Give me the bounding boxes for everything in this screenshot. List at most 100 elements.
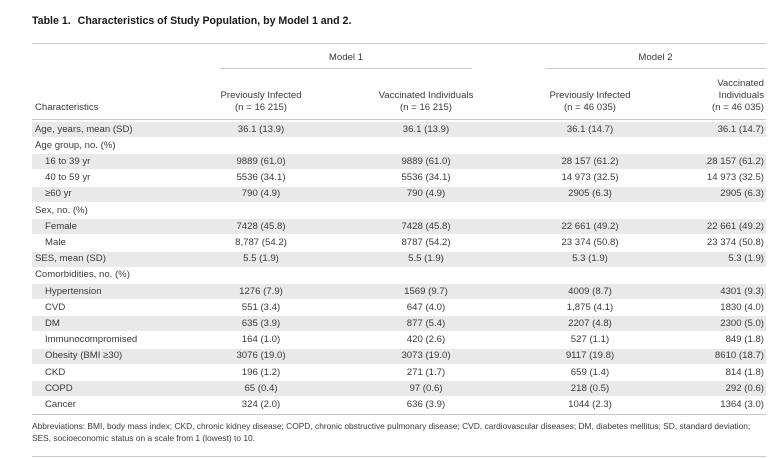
cell-col4: 8610 (18.7)	[714, 350, 764, 362]
cell-col4: 14 973 (32.5)	[706, 172, 764, 184]
cell-col4: 4301 (9.3)	[720, 285, 764, 297]
cell-col1: 635 (3.9)	[241, 317, 281, 329]
cell-col2: 97 (0.6)	[409, 382, 443, 394]
row-label: Age, years, mean (SD)	[35, 123, 133, 135]
row-shading	[32, 219, 766, 235]
row-shading	[32, 251, 766, 267]
cell-col2: 1569 (9.7)	[404, 285, 448, 297]
cell-col2: 877 (5.4)	[406, 317, 446, 329]
cell-col1: 196 (1.2)	[241, 366, 281, 378]
cell-col1: 36.1 (13.9)	[237, 123, 285, 135]
cell-col2: 636 (3.9)	[406, 398, 446, 410]
cell-col1: 551 (3.4)	[241, 301, 281, 313]
table-caption: Characteristics of Study Population, by …	[77, 15, 352, 27]
cell-col2: 647 (4.0)	[406, 301, 446, 313]
cell-col2: 271 (1.7)	[406, 366, 446, 378]
cell-col4: 849 (1.8)	[725, 334, 764, 346]
cell-col1: 8,787 (54.2)	[235, 236, 287, 248]
cell-col1: 790 (4.9)	[241, 188, 281, 200]
row-label: 40 to 59 yr	[45, 172, 91, 184]
cell-col4: 36.1 (14.7)	[717, 123, 764, 135]
row-label: Age group, no. (%)	[35, 139, 116, 151]
cell-col2: 7428 (45.8)	[401, 220, 451, 232]
group-header-model-2: Model 2	[638, 52, 673, 63]
row-label: Comorbidities, no. (%)	[35, 269, 130, 281]
col3-header: Previously Infected (n = 46 035)	[549, 90, 631, 113]
cell-col4: 28 157 (61.2)	[706, 155, 764, 167]
cell-col4: 22 661 (49.2)	[706, 220, 764, 232]
cell-col2: 420 (2.6)	[406, 334, 446, 346]
cell-col2: 9889 (61.0)	[401, 155, 451, 167]
cell-col1: 1276 (7.9)	[239, 285, 283, 297]
row-shading	[32, 284, 766, 299]
cell-col3: 1044 (2.3)	[568, 398, 612, 410]
cell-col2: 36.1 (13.9)	[402, 123, 450, 135]
row-label: COPD	[45, 382, 73, 394]
cell-col4: 5.3 (1.9)	[728, 253, 764, 265]
col2-header: Vaccinated Individuals (n = 16 215)	[378, 90, 474, 113]
cell-col2: 3073 (19.0)	[401, 350, 451, 362]
group-header-model-1: Model 1	[328, 52, 364, 63]
cell-col1: 5.5 (1.9)	[243, 253, 279, 265]
cell-col3: 527 (1.1)	[570, 334, 610, 346]
cell-col1: 9889 (61.0)	[236, 155, 286, 167]
cell-col4: 1364 (3.0)	[720, 398, 764, 410]
cell-col1: 3076 (19.0)	[236, 350, 286, 362]
cell-col4: 292 (0.6)	[725, 382, 764, 394]
row-label: SES, mean (SD)	[35, 253, 106, 265]
cell-col1: 7428 (45.8)	[236, 220, 286, 232]
cell-col4: 23 374 (50.8)	[706, 236, 764, 248]
cell-col3: 9117 (19.8)	[565, 350, 615, 362]
row-shading	[32, 348, 766, 364]
cell-col2: 790 (4.9)	[406, 188, 446, 200]
top-rule	[32, 43, 766, 44]
cell-col4: 2905 (6.3)	[720, 188, 764, 200]
row-label: Immunocompromised	[45, 334, 138, 346]
row-shading	[32, 316, 766, 332]
cell-col3: 36.1 (14.7)	[566, 123, 614, 135]
cell-col3: 14 973 (32.5)	[561, 172, 619, 184]
cell-col4: 814 (1.8)	[725, 366, 764, 378]
row-label: DM	[45, 317, 60, 329]
row-shading	[32, 122, 766, 137]
footer-rule	[32, 456, 766, 457]
model-1-rule	[220, 68, 472, 69]
row-label: Cancer	[45, 398, 76, 410]
row-label: ≥60 yr	[45, 188, 72, 200]
cell-col3: 23 374 (50.8)	[561, 236, 619, 248]
cell-col1: 324 (2.0)	[241, 398, 281, 410]
cell-col2: 5.5 (1.9)	[408, 253, 444, 265]
cell-col1: 65 (0.4)	[244, 382, 278, 394]
cell-col2: 5536 (34.1)	[401, 172, 451, 184]
cell-col1: 5536 (34.1)	[236, 172, 286, 184]
row-label: Female	[45, 220, 77, 232]
model-2-rule	[545, 68, 766, 69]
row-label: CVD	[45, 301, 66, 313]
bottom-rule	[32, 414, 766, 415]
cell-col3: 218 (0.5)	[570, 382, 610, 394]
cell-col4: 2300 (5.0)	[720, 317, 764, 329]
row-label: Sex, no. (%)	[35, 204, 88, 216]
row-shading	[32, 381, 766, 397]
cell-col3: 2207 (4.8)	[568, 317, 612, 329]
cell-col3: 659 (1.4)	[570, 366, 610, 378]
table-title: Table 1. Characteristics of Study Populat…	[32, 15, 351, 27]
row-label: Hypertension	[45, 285, 102, 297]
cell-col3: 1,875 (4.1)	[566, 301, 614, 313]
table-footnote: Abbreviations: BMI, body mass index; CKD…	[32, 421, 751, 443]
cell-col2: 8787 (54.2)	[401, 236, 451, 248]
row-shading	[32, 186, 766, 202]
cell-col3: 4009 (8.7)	[568, 285, 612, 297]
cell-col3: 5.3 (1.9)	[572, 253, 608, 265]
cell-col4: 1830 (4.0)	[720, 301, 764, 313]
characteristics-header: Characteristics	[35, 102, 99, 113]
row-label: Obesity (BMI ≥30)	[45, 350, 123, 362]
col1-header: Previously Infected (n = 16 215)	[220, 90, 302, 113]
cell-col3: 28 157 (61.2)	[561, 155, 619, 167]
table-number: Table 1.	[32, 15, 71, 27]
row-label: CKD	[45, 366, 66, 378]
header-rule	[32, 119, 766, 120]
row-shading	[32, 154, 766, 170]
col4-header: Vaccinated Individuals (n = 46 035)	[711, 78, 764, 113]
cell-col3: 2905 (6.3)	[568, 188, 612, 200]
